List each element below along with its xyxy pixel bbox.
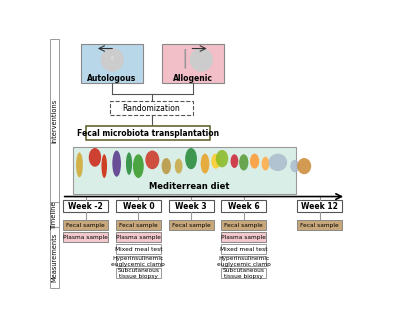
Bar [221,268,266,278]
Bar [162,44,224,83]
Ellipse shape [201,154,209,174]
Bar [297,220,342,230]
Bar [50,202,59,227]
Bar [168,200,214,212]
Text: Mixed meal test: Mixed meal test [220,247,268,252]
Ellipse shape [297,158,311,174]
Ellipse shape [262,157,269,170]
Text: Week 6: Week 6 [228,202,260,211]
Ellipse shape [239,154,248,170]
Text: Interventions: Interventions [51,98,57,143]
Bar [86,126,210,140]
Ellipse shape [102,154,107,178]
Ellipse shape [211,154,220,168]
Bar [63,220,108,230]
Bar [116,268,161,278]
Bar [297,200,342,212]
Bar [63,200,108,212]
Bar [221,244,266,254]
Bar [50,39,59,202]
Text: Subcutaneous
tissue biopsy: Subcutaneous tissue biopsy [117,268,159,279]
Text: Fecal sample: Fecal sample [172,223,210,228]
Text: Fecal sample: Fecal sample [224,223,263,228]
Bar [168,220,214,230]
Text: ●: ● [99,44,125,73]
Text: |: | [182,49,188,68]
Bar [73,147,296,193]
Text: Subcutaneous
tissue biopsy: Subcutaneous tissue biopsy [223,268,265,279]
Text: Autologous: Autologous [87,74,137,83]
Text: Allogenic: Allogenic [173,74,213,83]
Ellipse shape [185,148,197,169]
Bar [221,200,266,212]
Text: Week -2: Week -2 [68,202,103,211]
Ellipse shape [133,154,144,178]
Ellipse shape [112,151,121,177]
Text: Randomization: Randomization [123,104,180,113]
Bar [81,44,143,83]
Ellipse shape [89,148,101,167]
Ellipse shape [230,154,238,168]
Text: ●: ● [187,44,214,73]
Text: Plasma sample: Plasma sample [63,235,108,240]
Text: Fecal sample: Fecal sample [66,223,105,228]
Text: Hyperinsulinemic
euglycemic clamp: Hyperinsulinemic euglycemic clamp [112,256,165,267]
Text: Fecal microbiota transplantation: Fecal microbiota transplantation [76,129,219,138]
Ellipse shape [250,154,259,168]
Bar [116,256,161,266]
Text: Mixed meal test: Mixed meal test [114,247,162,252]
Text: Mediterrean diet: Mediterrean diet [149,181,230,191]
Text: Timeline: Timeline [51,201,57,229]
Ellipse shape [162,158,171,174]
Bar [221,256,266,266]
Text: Measurements: Measurements [51,233,57,283]
Ellipse shape [76,152,83,177]
Text: Plasma sample: Plasma sample [221,235,266,240]
Ellipse shape [175,159,182,174]
Text: Week 3: Week 3 [175,202,207,211]
Text: Week 12: Week 12 [301,202,338,211]
Ellipse shape [290,160,300,172]
Text: Fecal sample: Fecal sample [300,223,339,228]
Text: ◦: ◦ [110,54,114,63]
Bar [116,220,161,230]
Text: Fecal sample: Fecal sample [119,223,158,228]
Text: Hyperinsulinemic
euglycemic clamp: Hyperinsulinemic euglycemic clamp [217,256,271,267]
Text: Plasma sample: Plasma sample [116,235,161,240]
Ellipse shape [145,151,159,169]
Bar [116,244,161,254]
Bar [116,200,161,212]
Bar [50,227,59,288]
Bar [221,232,266,242]
Bar [63,232,108,242]
Ellipse shape [126,152,132,175]
Text: Week 0: Week 0 [122,202,154,211]
Ellipse shape [268,154,287,171]
Bar [221,220,266,230]
Ellipse shape [216,150,228,168]
Bar [110,101,193,115]
Bar [116,232,161,242]
